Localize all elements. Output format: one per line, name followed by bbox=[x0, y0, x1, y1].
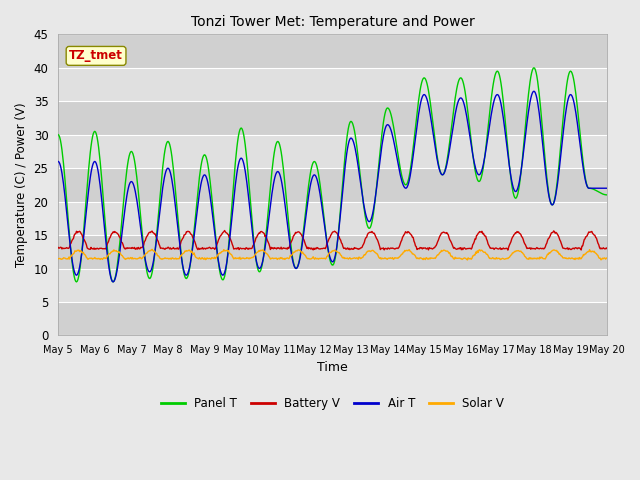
Legend: Panel T, Battery V, Air T, Solar V: Panel T, Battery V, Air T, Solar V bbox=[157, 393, 509, 415]
Bar bbox=[58, 302, 607, 336]
X-axis label: Time: Time bbox=[317, 360, 348, 374]
Bar bbox=[58, 101, 607, 135]
Bar bbox=[58, 68, 607, 101]
Bar bbox=[58, 202, 607, 235]
Bar bbox=[58, 168, 607, 202]
Y-axis label: Temperature (C) / Power (V): Temperature (C) / Power (V) bbox=[15, 103, 28, 267]
Bar bbox=[58, 235, 607, 268]
Title: Tonzi Tower Met: Temperature and Power: Tonzi Tower Met: Temperature and Power bbox=[191, 15, 474, 29]
Text: TZ_tmet: TZ_tmet bbox=[69, 49, 123, 62]
Bar bbox=[58, 35, 607, 68]
Bar bbox=[58, 268, 607, 302]
Bar bbox=[58, 135, 607, 168]
